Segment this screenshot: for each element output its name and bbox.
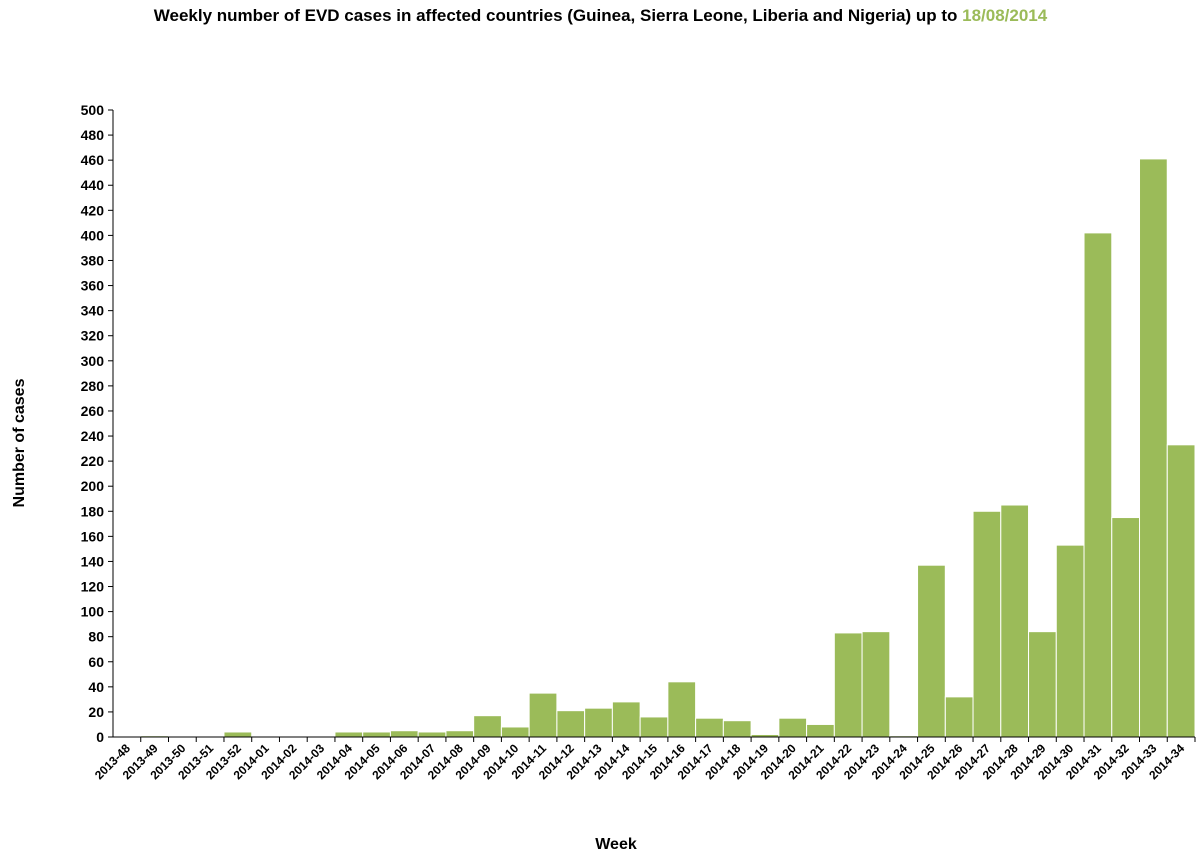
y-tick-label: 400 bbox=[81, 227, 105, 243]
bar-2014-15 bbox=[639, 716, 669, 738]
y-tick-label: 100 bbox=[81, 604, 105, 620]
chart-title-date: 18/08/2014 bbox=[962, 6, 1048, 25]
bar-2014-28 bbox=[1000, 504, 1030, 738]
y-tick-label: 500 bbox=[81, 102, 105, 118]
chart-title-text: Weekly number of EVD cases in affected c… bbox=[153, 6, 958, 25]
x-axis: 2013-482013-492013-502013-512013-522014-… bbox=[92, 736, 1196, 782]
bar-2014-04 bbox=[334, 731, 364, 738]
y-tick-label: 440 bbox=[81, 177, 105, 193]
y-tick-label: 280 bbox=[81, 378, 105, 394]
bar-2014-08 bbox=[445, 730, 475, 738]
bar-2014-07 bbox=[417, 731, 447, 738]
y-tick-label: 200 bbox=[81, 478, 105, 494]
bar-2014-14 bbox=[611, 701, 641, 738]
bar-2014-20 bbox=[778, 717, 808, 738]
y-tick-label: 60 bbox=[88, 654, 104, 670]
bar-2014-22 bbox=[833, 632, 863, 738]
bar-2014-13 bbox=[584, 707, 613, 738]
bar-2014-25 bbox=[917, 564, 946, 738]
bar-2014-11 bbox=[528, 692, 558, 738]
bar-2013-52 bbox=[223, 731, 253, 738]
y-tick-label: 0 bbox=[96, 729, 104, 745]
bar-2014-30 bbox=[1055, 544, 1085, 738]
bar-2014-05 bbox=[362, 731, 391, 738]
bar-2014-27 bbox=[972, 510, 1002, 738]
y-tick-label: 40 bbox=[88, 679, 104, 695]
bar-2014-16 bbox=[667, 681, 697, 738]
y-tick-label: 480 bbox=[81, 127, 105, 143]
bar-2014-17 bbox=[695, 717, 724, 738]
bar-2014-09 bbox=[473, 715, 502, 738]
y-tick-label: 460 bbox=[81, 152, 105, 168]
y-tick-label: 80 bbox=[88, 629, 104, 645]
y-tick-label: 220 bbox=[81, 453, 105, 469]
y-tick-label: 120 bbox=[81, 579, 105, 595]
y-tick-label: 160 bbox=[81, 528, 105, 544]
y-tick-label: 340 bbox=[81, 303, 105, 319]
bar-2014-12 bbox=[556, 710, 586, 738]
bar-2014-31 bbox=[1083, 232, 1113, 738]
bar-2014-21 bbox=[806, 723, 835, 738]
bars-group bbox=[140, 158, 1196, 738]
y-tick-label: 260 bbox=[81, 403, 105, 419]
bar-2014-33 bbox=[1139, 158, 1168, 738]
y-tick-label: 420 bbox=[81, 202, 105, 218]
bar-2014-26 bbox=[944, 696, 974, 738]
y-tick-label: 140 bbox=[81, 553, 105, 569]
bar-2014-18 bbox=[722, 720, 752, 738]
y-tick-label: 380 bbox=[81, 252, 105, 268]
bar-2014-32 bbox=[1111, 517, 1141, 738]
y-tick-label: 300 bbox=[81, 353, 105, 369]
y-axis: 0 20 40 60 80 100 120 140 160 180 200 220 240 260 280 3… bbox=[81, 102, 114, 745]
y-tick-label: 320 bbox=[81, 328, 105, 344]
bar-2014-29 bbox=[1028, 631, 1057, 738]
bar-2014-34 bbox=[1166, 444, 1196, 738]
bar-2014-23 bbox=[861, 631, 891, 738]
y-tick-label: 360 bbox=[81, 278, 105, 294]
bar-2014-10 bbox=[500, 726, 530, 738]
chart-title: Weekly number of EVD cases in affected c… bbox=[0, 6, 1201, 26]
y-tick-label: 20 bbox=[88, 704, 104, 720]
bar-2014-06 bbox=[389, 730, 419, 738]
x-axis-label: Week bbox=[595, 836, 637, 853]
y-tick-label: 180 bbox=[81, 503, 105, 519]
y-tick-label: 240 bbox=[81, 428, 105, 444]
